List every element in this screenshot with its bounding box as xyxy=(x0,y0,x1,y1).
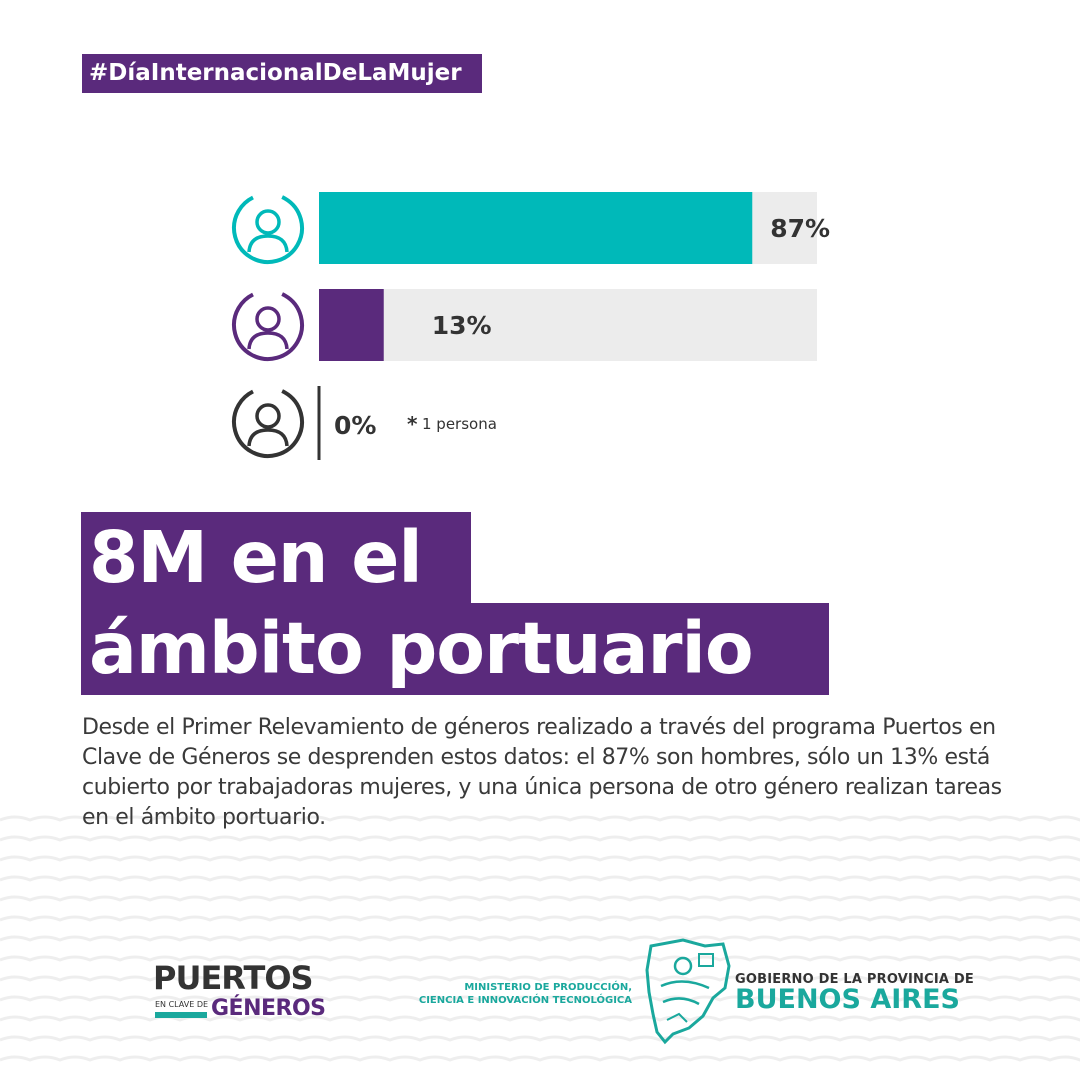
wave-line xyxy=(0,835,1080,842)
wave-line xyxy=(0,955,1080,962)
wave-line xyxy=(0,915,1080,922)
wave-line xyxy=(0,1055,1080,1062)
buenos-aires-map-icon xyxy=(645,938,731,1045)
value-label: 87% xyxy=(770,214,830,243)
gobierno-label: GOBIERNO DE LA PROVINCIA DE xyxy=(735,972,974,987)
body-paragraph: Desde el Primer Relevamiento de géneros … xyxy=(82,715,1002,830)
wave-line xyxy=(0,1035,1080,1042)
buenos-aires-label: BUENOS AIRES xyxy=(735,984,960,1015)
note-label: 1 persona xyxy=(422,415,497,433)
value-label: 13% xyxy=(432,311,492,340)
person-icon xyxy=(232,386,304,458)
logo-underline-bar xyxy=(155,1012,207,1018)
bar-mujeres xyxy=(319,289,384,361)
puertos-en-clave-de-generos-logo: PUERTOS EN CLAVE DE GÉNEROS xyxy=(153,960,338,1030)
wave-line xyxy=(0,1015,1080,1022)
woman-icon xyxy=(232,289,304,361)
percentage-bar-chart: 87% 13% 0% * 1 persona xyxy=(232,192,830,460)
wave-line xyxy=(0,935,1080,942)
logo-en-clave-de: EN CLAVE DE xyxy=(155,1000,209,1009)
logo-puertos-word: PUERTOS xyxy=(153,959,314,997)
ministerio-line-2: CIENCIA E INNOVACIÓN TECNOLÓGICA xyxy=(418,995,632,1006)
ministerio-line-1: MINISTERIO DE PRODUCCIÓN, xyxy=(464,982,632,993)
note-marker: * xyxy=(407,412,418,436)
bar-track xyxy=(319,289,817,361)
wave-line xyxy=(0,995,1080,1002)
hashtag-banner: #DíaInternacionalDeLaMujer xyxy=(82,54,482,93)
wave-line xyxy=(0,895,1080,902)
wave-line xyxy=(0,875,1080,882)
wave-line xyxy=(0,975,1080,982)
wave-line xyxy=(0,815,1080,822)
wave-line xyxy=(0,855,1080,862)
value-label: 0% xyxy=(334,411,376,440)
title-line-2: ámbito portuario xyxy=(81,603,829,695)
bar-hombres xyxy=(319,192,753,264)
man-icon xyxy=(232,192,304,264)
logo-generos-word: GÉNEROS xyxy=(211,996,326,1021)
ministerio-label: MINISTERIO DE PRODUCCIÓN, CIENCIA E INNO… xyxy=(395,981,632,1007)
title-line-1: 8M en el xyxy=(81,512,471,604)
